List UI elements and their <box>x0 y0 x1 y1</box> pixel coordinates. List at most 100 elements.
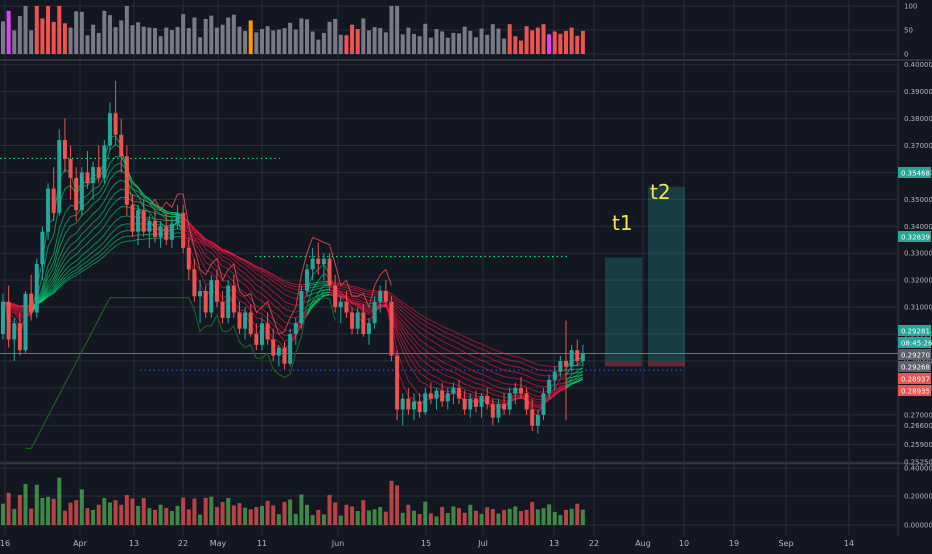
time-axis-label: Aug <box>635 539 651 548</box>
ribbon-line <box>183 236 308 286</box>
volume-bar <box>400 512 405 525</box>
ribbon-line <box>306 284 330 290</box>
tag-countdown-bg <box>898 337 931 348</box>
volume-bar <box>17 495 22 525</box>
volume-scale-label: 0.00000 <box>904 522 932 530</box>
volume-bar <box>153 509 158 525</box>
top-indicator-bar <box>445 37 450 54</box>
candle-body <box>265 323 270 340</box>
candle-body <box>569 350 574 367</box>
candle-body <box>372 301 377 324</box>
candle-body <box>383 290 388 302</box>
top-indicator-bar <box>169 30 174 54</box>
volume-bar <box>57 477 62 525</box>
top-indicator-bar <box>569 27 574 54</box>
volume-bar <box>293 513 298 525</box>
candle-body <box>462 398 467 410</box>
volume-bar <box>214 507 219 525</box>
tag-ma4-bg <box>898 385 931 396</box>
volume-bar <box>198 514 203 525</box>
top-indicator-bar <box>91 24 96 54</box>
candle-body <box>423 393 428 413</box>
volume-bar <box>158 504 163 525</box>
volume-bar <box>575 503 580 525</box>
price-axis-label: 0.37000 <box>904 142 932 150</box>
top-indicator-bar <box>68 27 73 54</box>
ribbon-line <box>182 216 308 325</box>
candle-body <box>310 258 315 270</box>
top-indicator-bar <box>119 20 124 54</box>
volume-bar <box>535 509 540 525</box>
volume-bar <box>23 483 28 525</box>
candle-body <box>535 414 540 426</box>
trailing-stop-line <box>25 297 336 450</box>
volume-bar <box>383 511 388 525</box>
candle-body <box>558 360 563 372</box>
volume-bar <box>564 509 568 525</box>
top-indicator-bar <box>473 37 478 54</box>
candle-body <box>40 231 45 265</box>
volume-bar <box>271 505 276 525</box>
candle-body <box>164 226 169 240</box>
top-indicator-bar <box>220 24 225 54</box>
candle-body <box>209 280 214 313</box>
volume-bar <box>113 500 118 525</box>
volume-bar <box>243 507 248 525</box>
candle-body <box>74 177 79 211</box>
top-indicator-bar <box>344 35 349 54</box>
resistance-line <box>149 193 392 335</box>
candle-body <box>344 301 349 313</box>
candle-body <box>91 167 96 184</box>
time-axis-label: 22 <box>178 539 188 548</box>
candle-body <box>214 280 219 302</box>
top-indicator-bar <box>12 30 17 54</box>
candle-body <box>428 393 433 399</box>
ribbon-line <box>306 284 330 314</box>
volume-bar <box>451 506 456 525</box>
top-indicator-bar <box>316 39 321 54</box>
volume-bar <box>186 509 191 525</box>
candle-body <box>468 398 473 410</box>
top-indicator-bar <box>490 24 495 54</box>
ribbon-line <box>30 188 184 311</box>
volume-bar <box>305 504 310 525</box>
top-indicator-bar <box>6 10 11 55</box>
candle-body <box>57 140 62 213</box>
top-indicator-bar <box>428 37 433 54</box>
candle-body <box>169 223 174 240</box>
top-indicator-bar <box>502 38 507 54</box>
ribbon-line <box>306 286 330 293</box>
ribbon-line <box>306 280 330 285</box>
top-indicator-bar <box>378 28 383 54</box>
volume-bar <box>46 496 51 525</box>
candle-body <box>254 334 259 345</box>
ribbon-line <box>565 364 583 367</box>
top-indicator-bar <box>541 24 546 54</box>
candle-body <box>350 312 355 329</box>
candle-body <box>12 323 17 340</box>
volume-bar <box>473 510 478 525</box>
top-indicator-bar <box>282 28 287 54</box>
top-indicator-bar <box>243 30 248 54</box>
top-indicator-bar <box>299 18 304 54</box>
time-axis-label: 13 <box>549 539 559 548</box>
volume-bar <box>175 505 180 525</box>
ribbon-line <box>565 356 584 370</box>
top-indicator-bar <box>293 29 298 54</box>
top-indicator-bar <box>51 21 56 54</box>
volume-bar <box>181 497 186 525</box>
top-indicator-bar <box>192 17 197 54</box>
top-indicator-bar <box>1 21 5 54</box>
top-indicator-bar <box>237 26 242 54</box>
volume-bar <box>169 511 174 525</box>
top-indicator-bar <box>310 31 315 54</box>
candle-body <box>23 293 28 351</box>
ribbon-line <box>329 282 567 372</box>
top-indicator-bar <box>305 19 310 54</box>
candle-body <box>513 387 518 394</box>
candle-body <box>502 404 507 410</box>
candle-body <box>327 258 332 286</box>
ribbon-line <box>30 228 184 307</box>
